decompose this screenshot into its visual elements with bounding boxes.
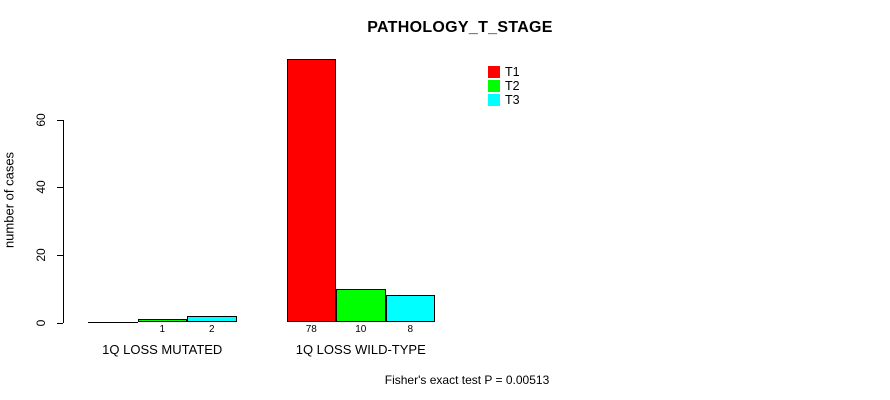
bar-value-label: 8 (407, 324, 414, 335)
bar-t3-2 (385, 295, 435, 323)
y-axis-tick (57, 119, 63, 121)
y-axis-tick (57, 187, 63, 189)
bar-value-label: 1 (159, 324, 166, 335)
category-label: 1Q LOSS WILD-TYPE (295, 342, 426, 357)
y-axis-tick (57, 322, 63, 324)
bar-value-label: 78 (305, 324, 317, 335)
y-axis-tick (57, 254, 63, 256)
legend-swatch-t1 (488, 66, 500, 78)
bar-t2-2 (336, 288, 386, 323)
bar-value-label: 10 (355, 324, 367, 335)
legend-swatch-t2 (488, 80, 500, 92)
legend-label-t3: T3 (505, 92, 520, 107)
bar-value-label: 2 (208, 324, 215, 335)
bar-t1-1-zero (88, 321, 138, 323)
legend-swatch-t3 (488, 94, 500, 106)
legend-label-t2: T2 (505, 78, 520, 93)
bar-t1-2 (286, 58, 336, 323)
y-axis-line (63, 119, 64, 324)
legend-label-t1: T1 (505, 64, 520, 79)
bar-t3-1 (187, 315, 237, 323)
category-label: 1Q LOSS MUTATED (102, 342, 223, 357)
chart-title: PATHOLOGY_T_STAGE (367, 19, 553, 36)
bar-t2-1 (137, 319, 187, 323)
annotation-fisher-test: Fisher's exact test P = 0.00513 (384, 373, 550, 387)
